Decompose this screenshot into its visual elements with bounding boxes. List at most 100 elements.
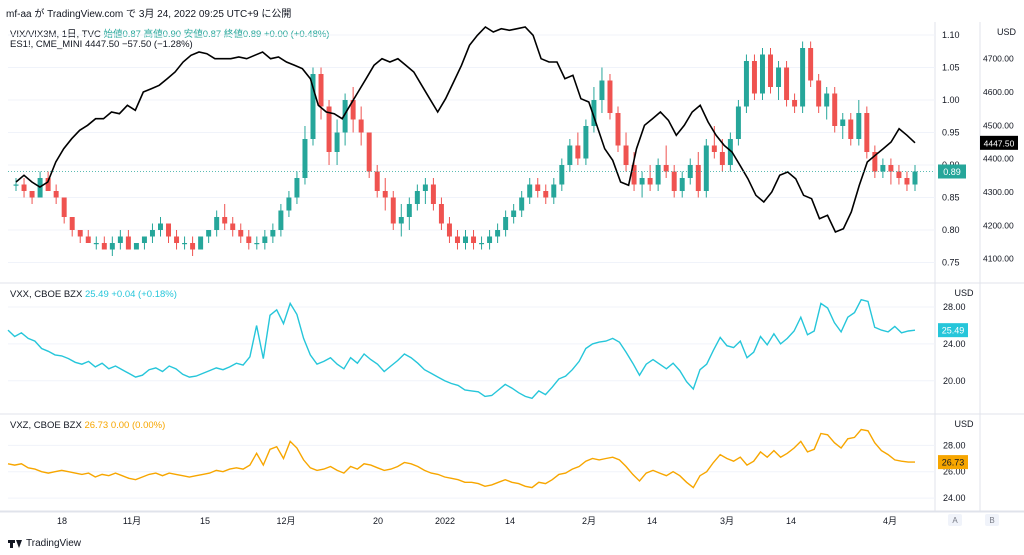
log-scale-button[interactable]: B — [985, 514, 999, 526]
candle-body — [575, 145, 581, 159]
candle-body — [776, 67, 782, 87]
candle-body — [366, 132, 372, 172]
time-axis-label: 2月 — [582, 516, 596, 526]
candle-body — [679, 178, 685, 191]
candle-body — [671, 171, 677, 191]
candle-body — [647, 178, 653, 185]
candle-body — [198, 236, 204, 250]
candle-body — [214, 217, 220, 230]
time-axis-label: 15 — [200, 516, 210, 526]
candle-body — [61, 197, 67, 217]
auto-scale-button[interactable]: A — [948, 514, 962, 526]
candle-body — [727, 139, 733, 165]
candle-body — [174, 236, 180, 243]
vxx-series-line — [7, 298, 916, 400]
candle-body — [816, 80, 822, 107]
left-axis-tick: 0.95 — [942, 128, 960, 138]
last-value-badge — [938, 455, 968, 470]
vxz-series-line — [7, 428, 915, 489]
currency-label: USD — [954, 419, 974, 429]
candle-body — [511, 210, 517, 217]
time-axis-label: 12月 — [276, 516, 295, 526]
time-axis-label: 14 — [505, 516, 515, 526]
candle-body — [703, 145, 709, 191]
candle-body — [880, 165, 886, 172]
candle-body — [77, 230, 83, 237]
tradingview-logo-icon — [8, 539, 22, 549]
time-axis-label: 4月 — [883, 516, 897, 526]
candle-body — [21, 184, 27, 191]
candle-body — [735, 106, 741, 139]
publish-info: mf-aa が TradingView.com で 3月 24, 2022 09… — [6, 9, 292, 20]
candle-body — [792, 100, 798, 107]
candle-body — [101, 243, 107, 250]
candle-body — [414, 191, 420, 204]
vxz-values: 26.73 0.00 (0.00%) — [84, 420, 166, 431]
candle-body — [543, 191, 549, 198]
candle-body — [832, 93, 838, 126]
es-symbol: ES1!, CME_MINI — [10, 39, 83, 50]
candle-body — [430, 184, 436, 204]
axis-tick: 26.00 — [943, 467, 966, 477]
candle-body — [326, 106, 332, 152]
candle-body — [535, 184, 541, 191]
vxx-symbol: VXX, CBOE BZX — [10, 289, 83, 300]
time-axis-label: 18 — [57, 516, 67, 526]
candle-body — [230, 223, 236, 230]
candle-body — [615, 113, 621, 146]
candle-body — [808, 48, 814, 81]
last-value-text: 0.89 — [943, 167, 961, 177]
left-axis-tick: 1.10 — [942, 30, 960, 40]
right-axis-tick: 4600.00 — [983, 87, 1014, 97]
candle-body — [800, 48, 806, 107]
candle-body — [406, 204, 412, 217]
candle-body — [872, 152, 878, 172]
candle-body — [190, 243, 196, 250]
candle-body — [206, 230, 212, 237]
left-axis-tick: 1.00 — [942, 95, 960, 105]
button-label: A — [952, 516, 958, 525]
candle-body — [238, 230, 244, 237]
candle-body — [53, 191, 59, 198]
candle-body — [222, 217, 228, 224]
candle-body — [751, 61, 757, 94]
candle-body — [711, 145, 717, 152]
candle-body — [166, 223, 172, 237]
candle-body — [358, 119, 364, 133]
candle-body — [294, 178, 300, 198]
axis-tick: 28.00 — [943, 302, 966, 312]
vxx-legend: VXX, CBOE BZX 25.49 +0.04 (+0.18%) — [10, 289, 177, 300]
axis-tick: 24.00 — [943, 493, 966, 503]
candle-body — [471, 236, 477, 243]
candle-body — [398, 217, 404, 224]
candle-body — [864, 113, 870, 152]
candle-body — [262, 236, 268, 243]
candle-body — [454, 236, 460, 243]
time-axis-label: 3月 — [720, 516, 734, 526]
candle-body — [848, 119, 854, 139]
candle-body — [888, 165, 894, 172]
candle-body — [109, 243, 115, 250]
candle-body — [13, 184, 19, 186]
candle-body — [270, 230, 276, 237]
button-bg — [985, 514, 999, 526]
candle-body — [495, 230, 501, 237]
time-axis-label: 11月 — [123, 516, 141, 526]
candle-body — [342, 100, 348, 133]
candle-body — [912, 171, 918, 185]
right-axis-tick: 4500.00 — [983, 120, 1014, 130]
candle-body — [286, 197, 292, 211]
candle-body — [479, 243, 485, 245]
left-axis-tick: 0.85 — [942, 193, 960, 203]
candle-body — [607, 80, 613, 113]
time-axis-label: 20 — [373, 516, 383, 526]
axis-tick: 24.00 — [943, 339, 966, 349]
candle-body — [85, 236, 91, 243]
footer: TradingView — [8, 538, 81, 549]
axis-tick: 20.00 — [943, 376, 966, 386]
time-axis-label: 14 — [647, 516, 657, 526]
es-last-value-text: 4447.50 — [984, 138, 1015, 148]
vxx-values: 25.49 +0.04 (+0.18%) — [84, 289, 177, 300]
vxz-legend: VXZ, CBOE BZX 26.73 0.00 (0.00%) — [10, 420, 165, 431]
